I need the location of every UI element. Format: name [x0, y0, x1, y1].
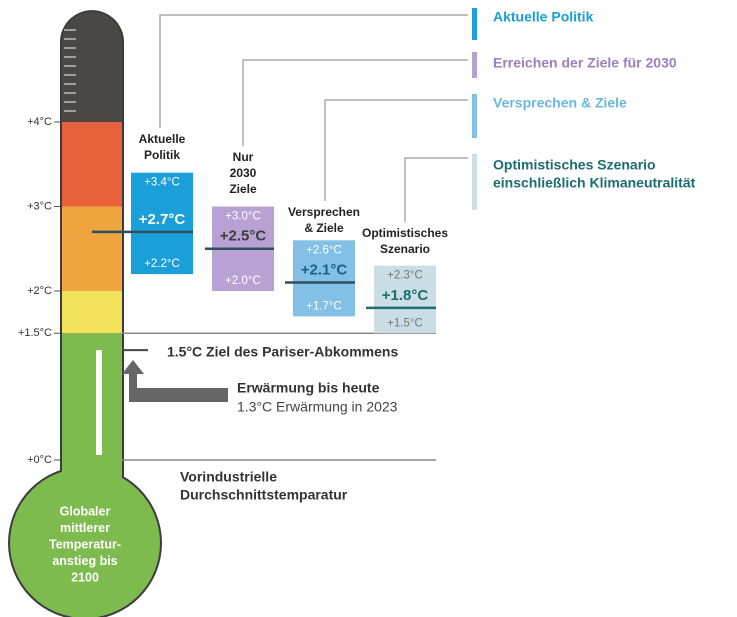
connector [159, 14, 468, 128]
paris-label: 1.5°C Ziel des Pariser-Abkommens [167, 344, 398, 360]
y-tick-label: +3°C [27, 200, 52, 212]
temperature-zone [62, 291, 122, 334]
range-box [293, 240, 355, 317]
scenario-label: Politik [144, 148, 180, 162]
temperature-zone [62, 206, 122, 291]
value-label: +1.7°C [306, 300, 342, 312]
value-label: +2.7°C [139, 211, 186, 228]
baseline-label: Durchschnittstemparatur [180, 487, 348, 503]
temperature-zone-fill [62, 42, 122, 122]
range-box [131, 172, 193, 275]
arrow [122, 360, 228, 402]
scenario-label: Nur [233, 150, 254, 164]
value-label: +2.1°C [301, 262, 348, 279]
bulb-label: Globaler [60, 504, 111, 518]
y-tick-label: +4°C [27, 116, 52, 128]
connector [242, 59, 468, 146]
value-label: +2.2°C [144, 258, 180, 270]
current-warming-bar [96, 350, 102, 455]
bulb-label: Temperatur- [49, 537, 121, 551]
legend-swatch [472, 52, 477, 78]
legend-label: Erreichen der Ziele für 2030 [493, 55, 677, 71]
value-label: +2.0°C [225, 275, 261, 287]
legend-label: Versprechen & Ziele [493, 95, 627, 111]
current-warming-title: Erwärmung bis heute [237, 380, 380, 396]
value-label: +2.3°C [387, 270, 423, 282]
value-label: +1.5°C [387, 317, 423, 329]
connector [324, 99, 468, 201]
legend-label: einschließlich Klimaneutralität [493, 175, 696, 191]
y-tick-label: +1.5°C [18, 327, 52, 339]
legend-label: Aktuelle Politik [493, 9, 594, 25]
scenario-label: Versprechen [288, 205, 360, 219]
y-tick-label: +0°C [27, 454, 52, 466]
temperature-zone [62, 122, 122, 207]
current-warming-note: 1.3°C Erwärmung in 2023 [237, 399, 398, 415]
bulb-label: anstieg bis [52, 554, 117, 568]
scenario-label: Aktuelle [139, 132, 186, 146]
scenario-label: 2030 [230, 166, 257, 180]
y-tick-label: +2°C [27, 285, 52, 297]
scenario-label: Szenario [380, 242, 430, 256]
value-label: +3.0°C [225, 211, 261, 223]
connector [404, 157, 468, 222]
scenario-label: Ziele [229, 182, 257, 196]
value-label: +2.5°C [220, 228, 267, 245]
value-label: +3.4°C [144, 177, 180, 189]
legend-label: Optimistisches Szenario [493, 157, 656, 173]
legend-swatch [472, 94, 477, 138]
bulb-label: 2100 [71, 570, 99, 584]
legend-swatch [472, 154, 477, 210]
bulb-label: mittlerer [60, 521, 110, 535]
value-label: +1.8°C [382, 287, 429, 304]
scenario-label: Optimistisches [362, 226, 448, 240]
range-box [374, 265, 436, 334]
bulb [10, 468, 160, 617]
value-label: +2.6°C [306, 244, 342, 256]
baseline-label: Vorindustrielle [180, 469, 277, 485]
legend-swatch [472, 8, 477, 40]
scenario-label: & Ziele [304, 221, 344, 235]
